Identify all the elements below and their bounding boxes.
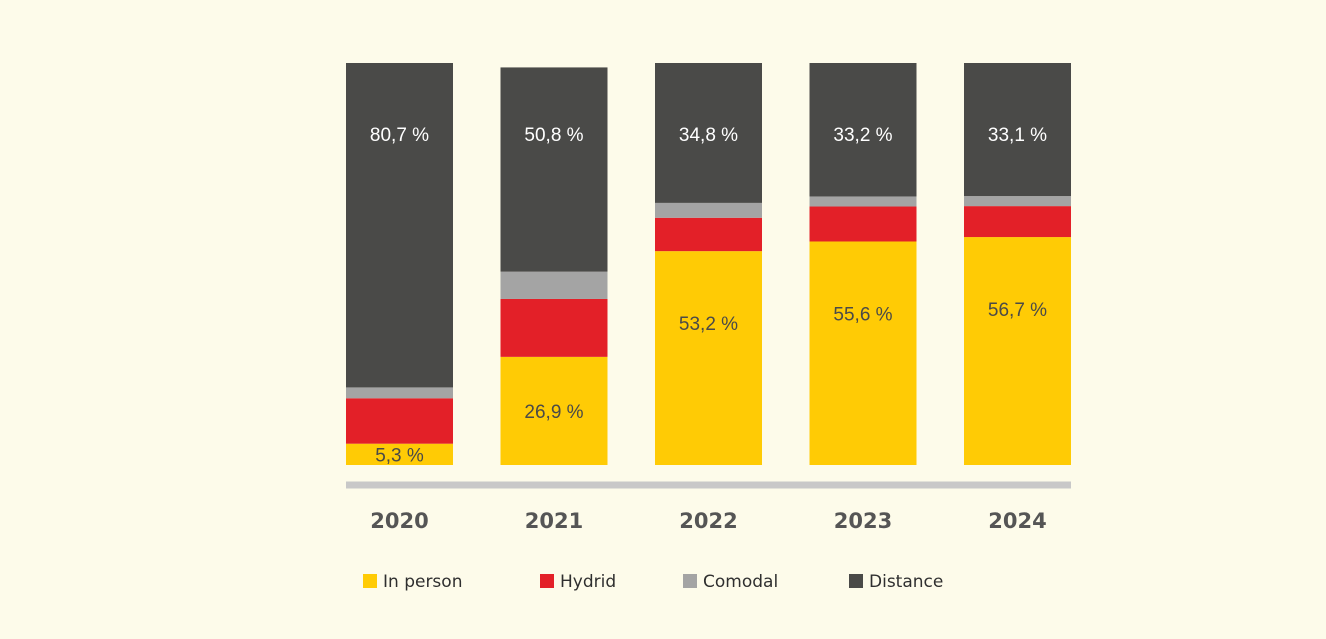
bar-segment-in-person-2021: [500, 356, 608, 465]
legend-label-hydrid: Hydrid: [560, 572, 616, 592]
x-tick-label-2023: 2023: [834, 509, 892, 533]
bar-segment-in-person-2024: [964, 237, 1071, 465]
bar-segment-hydrid-2022: [655, 217, 762, 252]
bar-segment-comodal-2021: [500, 271, 608, 299]
legend-item-distance: Distance: [849, 572, 943, 592]
bar-segment-hydrid-2024: [964, 206, 1071, 238]
data-label-distance-2022: 34,8 %: [679, 125, 738, 146]
bar-segment-distance-2022: [655, 63, 762, 203]
legend-item-comodal: Comodal: [683, 572, 778, 592]
bar-segment-in-person-2022: [655, 251, 762, 465]
bar-segment-distance-2023: [809, 63, 917, 197]
bar-segment-in-person-2023: [809, 241, 917, 465]
legend-label-in-person: In person: [383, 572, 462, 592]
data-label-in-person-2021: 26,9 %: [524, 402, 583, 423]
data-label-distance-2023: 33,2 %: [833, 125, 892, 146]
bar-segment-distance-2021: [500, 67, 608, 272]
data-label-in-person-2020: 5,3 %: [375, 445, 424, 466]
bar-segment-hydrid-2020: [346, 398, 453, 444]
bar-segment-distance-2024: [964, 63, 1071, 197]
x-tick-label-2020: 2020: [370, 509, 428, 533]
legend-label-distance: Distance: [869, 572, 943, 592]
legend-swatch-distance: [849, 574, 863, 588]
bars-group: 5,3 % 80,7 % 26,9 % 50,8 % 53,2 % 34,8 % 55,6 …: [346, 63, 1071, 466]
x-tick-label-2021: 2021: [525, 509, 583, 533]
legend-item-in-person: In person: [363, 572, 462, 592]
x-axis-labels: 2020 2021 2022 2023 2024: [370, 509, 1046, 533]
bar-segment-comodal-2020: [346, 387, 453, 399]
data-label-distance-2021: 50,8 %: [524, 125, 583, 146]
x-tick-label-2024: 2024: [988, 509, 1046, 533]
bar-segment-distance-2020: [346, 63, 453, 388]
legend-swatch-in-person: [363, 574, 377, 588]
data-label-distance-2020: 80,7 %: [370, 125, 429, 146]
bar-segment-hydrid-2021: [500, 298, 608, 357]
bar-segment-hydrid-2023: [809, 206, 917, 242]
legend: In person Hydrid Comodal Distance: [363, 572, 943, 592]
legend-swatch-comodal: [683, 574, 697, 588]
legend-swatch-hydrid: [540, 574, 554, 588]
x-tick-label-2022: 2022: [679, 509, 737, 533]
data-label-in-person-2022: 53,2 %: [679, 314, 738, 335]
bar-segment-comodal-2022: [655, 202, 762, 218]
bar-segment-comodal-2023: [809, 196, 917, 207]
bar-segment-comodal-2024: [964, 196, 1071, 207]
bar-segment-in-person-2020: [346, 443, 453, 465]
data-label-distance-2024: 33,1 %: [988, 125, 1047, 146]
legend-item-hydrid: Hydrid: [540, 572, 616, 592]
data-label-in-person-2023: 55,6 %: [833, 304, 892, 325]
legend-label-comodal: Comodal: [703, 572, 778, 592]
data-label-in-person-2024: 56,7 %: [988, 300, 1047, 321]
